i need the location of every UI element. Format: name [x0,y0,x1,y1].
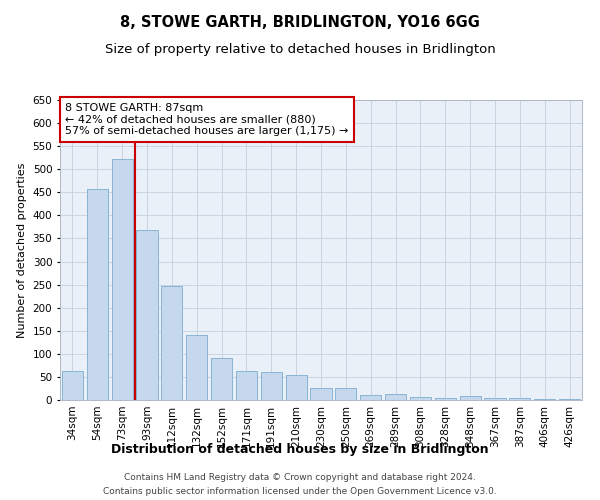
Bar [534,398,555,400]
Bar [559,399,580,400]
Text: Contains public sector information licensed under the Open Government Licence v3: Contains public sector information licen… [103,488,497,496]
Text: Distribution of detached houses by size in Bridlington: Distribution of detached houses by size … [111,442,489,456]
Bar [136,230,158,400]
Bar [286,374,307,400]
Bar [410,397,431,400]
Bar [335,388,356,400]
Bar [62,372,83,400]
Bar [186,336,207,400]
Text: 8, STOWE GARTH, BRIDLINGTON, YO16 6GG: 8, STOWE GARTH, BRIDLINGTON, YO16 6GG [120,15,480,30]
Text: 8 STOWE GARTH: 87sqm
← 42% of detached houses are smaller (880)
57% of semi-deta: 8 STOWE GARTH: 87sqm ← 42% of detached h… [65,103,349,136]
Text: Size of property relative to detached houses in Bridlington: Size of property relative to detached ho… [104,42,496,56]
Bar [211,358,232,400]
Bar [261,372,282,400]
Bar [112,159,133,400]
Bar [484,398,506,400]
Y-axis label: Number of detached properties: Number of detached properties [17,162,27,338]
Bar [310,388,332,400]
Bar [236,372,257,400]
Bar [161,286,182,400]
Bar [435,398,456,400]
Bar [385,394,406,400]
Bar [360,395,381,400]
Text: Contains HM Land Registry data © Crown copyright and database right 2024.: Contains HM Land Registry data © Crown c… [124,472,476,482]
Bar [460,396,481,400]
Bar [87,189,108,400]
Bar [509,398,530,400]
